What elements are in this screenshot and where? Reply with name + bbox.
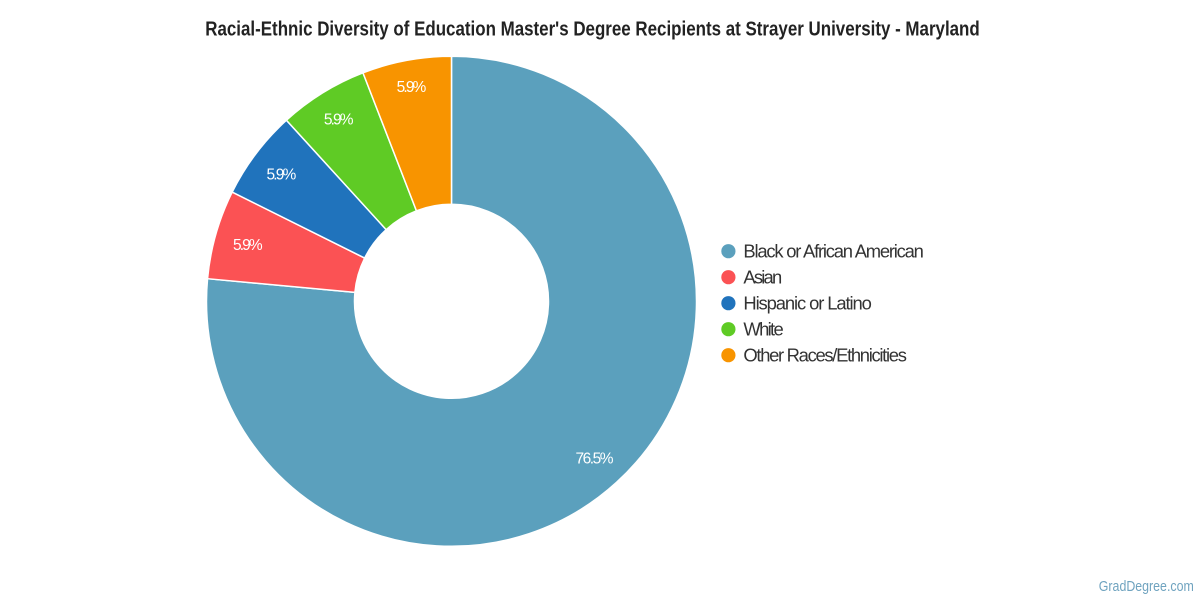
- svg-text:5.9%: 5.9%: [397, 79, 427, 96]
- svg-text:White: White: [743, 319, 783, 340]
- svg-text:Asian: Asian: [743, 267, 782, 288]
- svg-text:Black or African American: Black or African American: [743, 241, 924, 262]
- svg-text:76.5%: 76.5%: [576, 451, 614, 468]
- svg-text:Hispanic or Latino: Hispanic or Latino: [743, 293, 871, 314]
- svg-text:5.9%: 5.9%: [324, 112, 354, 129]
- svg-text:5.9%: 5.9%: [233, 237, 263, 254]
- svg-text:Racial-Ethnic Diversity of Edu: Racial-Ethnic Diversity of Education Mas…: [205, 17, 980, 40]
- svg-text:5.9%: 5.9%: [267, 167, 297, 184]
- svg-text:GradDegree.com: GradDegree.com: [1099, 578, 1194, 595]
- svg-text:Other Races/Ethnicities: Other Races/Ethnicities: [743, 345, 907, 366]
